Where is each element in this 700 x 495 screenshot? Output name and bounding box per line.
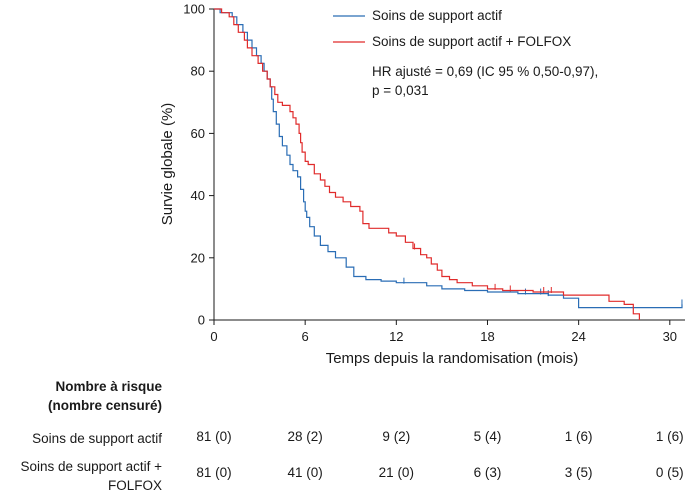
x-tick-label: 24 (571, 329, 585, 344)
y-tick-label: 40 (191, 188, 205, 203)
x-tick-label: 12 (389, 329, 403, 344)
x-tick-label: 6 (302, 329, 309, 344)
y-tick-label: 80 (191, 64, 205, 79)
legend-label-series-2: Soins de support actif + FOLFOX (372, 34, 571, 49)
x-tick-label: 0 (210, 329, 217, 344)
p-value-annotation: p = 0,031 (372, 83, 429, 98)
survival-curve-series-2 (214, 8, 640, 320)
y-tick-label: 60 (191, 126, 205, 141)
legend: Soins de support actif Soins de support … (333, 8, 571, 49)
legend-label-series-1: Soins de support actif (372, 8, 502, 23)
chart-axes: 0 20 40 60 80 100 0 6 12 18 24 30 (183, 2, 685, 344)
x-tick-label: 18 (480, 329, 494, 344)
y-tick-label: 20 (191, 250, 205, 265)
survival-curve-series-1 (214, 8, 683, 309)
hazard-ratio-annotation: HR ajusté = 0,69 (IC 95 % 0,50-0,97), (372, 64, 598, 79)
x-tick-label: 30 (663, 329, 677, 344)
y-tick-label: 0 (198, 313, 205, 328)
x-axis-title: Temps depuis la randomisation (mois) (326, 350, 579, 367)
survival-curves (214, 8, 683, 320)
y-axis-title: Survie globale (%) (159, 103, 176, 226)
y-tick-label: 100 (183, 2, 205, 17)
